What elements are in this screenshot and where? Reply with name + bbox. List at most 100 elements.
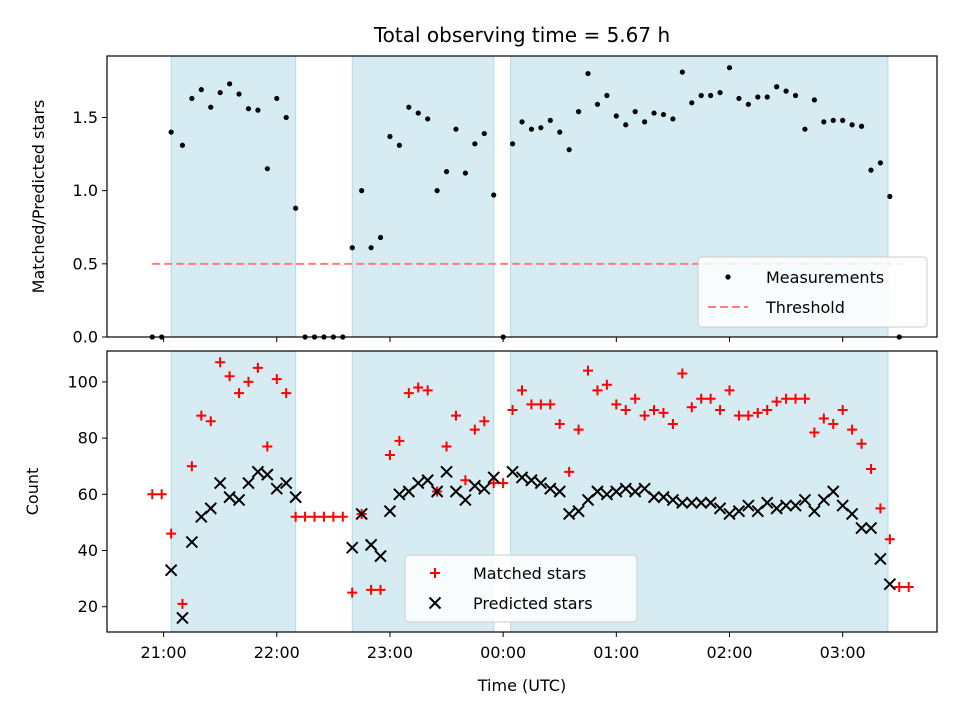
y-tick-label: 1.5 xyxy=(73,108,98,127)
measurement-point xyxy=(538,125,544,131)
measurement-point xyxy=(783,88,789,94)
matched-star-marker xyxy=(752,407,763,418)
measurement-point xyxy=(236,91,242,97)
matched-star-marker xyxy=(196,410,207,421)
matched-star-marker xyxy=(394,435,405,446)
y-tick-label: 60 xyxy=(78,485,98,504)
predicted-star-marker xyxy=(544,482,557,495)
x-tick-label: 22:00 xyxy=(254,643,300,662)
measurement-point xyxy=(708,92,714,99)
chart-title: Total observing time = 5.67 h xyxy=(373,23,670,47)
matched-star-marker xyxy=(818,413,829,424)
measurement-point xyxy=(877,160,884,166)
predicted-star-marker xyxy=(525,474,538,487)
predicted-star-marker xyxy=(459,493,472,507)
measurement-point xyxy=(660,111,667,118)
legend-label: Measurements xyxy=(766,268,884,287)
measurement-point xyxy=(528,126,535,132)
measurement-point xyxy=(774,84,780,90)
predicted-star-marker xyxy=(723,507,736,521)
predicted-star-marker xyxy=(628,485,642,498)
predicted-star-marker xyxy=(657,490,670,504)
matched-star-marker xyxy=(479,416,490,427)
matched-star-marker xyxy=(545,399,556,410)
predicted-star-marker xyxy=(732,504,746,518)
measurement-point xyxy=(811,97,817,103)
predicted-star-marker xyxy=(506,465,519,479)
predicted-star-marker xyxy=(364,538,378,552)
matched-star-marker xyxy=(639,410,650,421)
y-axis-label: Count xyxy=(23,468,42,516)
predicted-star-marker xyxy=(393,488,406,501)
legend-top: Measurements Threshold xyxy=(697,256,928,328)
matched-star-marker xyxy=(828,419,839,430)
matched-star-marker xyxy=(865,464,876,475)
measurement-point xyxy=(189,95,195,102)
measurement-point xyxy=(168,129,174,135)
measurement-point xyxy=(179,142,186,148)
predicted-star-marker xyxy=(562,507,576,521)
matched-star-marker xyxy=(328,511,339,522)
predicted-star-marker xyxy=(685,496,698,509)
observing-window-shade xyxy=(170,55,297,338)
predicted-star-marker xyxy=(713,502,727,515)
measurement-point xyxy=(274,95,280,102)
measurement-point xyxy=(764,94,770,100)
measurement-point xyxy=(425,116,431,122)
measurement-point xyxy=(547,117,553,123)
measurement-point xyxy=(208,104,214,110)
measurement-point xyxy=(604,92,610,99)
measurement-point xyxy=(670,116,676,122)
measurement-point xyxy=(858,123,865,129)
matched-star-marker xyxy=(205,416,216,427)
matched-star-marker xyxy=(366,584,377,595)
matched-star-marker xyxy=(799,393,810,404)
measurement-point xyxy=(623,122,629,128)
predicted-star-marker xyxy=(855,521,868,535)
predicted-star-marker xyxy=(798,493,812,507)
axes-frame xyxy=(106,55,938,338)
top-panel: 0.0 0.5 1.0 1.5 Matched/Predicted stars xyxy=(29,55,938,347)
x-axis-label: Time (UTC) xyxy=(477,676,566,695)
measurement-point xyxy=(849,122,855,128)
matched-star-marker xyxy=(300,511,311,522)
observing-window-shade xyxy=(170,350,297,633)
matched-star-marker xyxy=(337,511,348,522)
matched-star-marker xyxy=(705,393,716,404)
predicted-star-marker xyxy=(694,496,708,509)
matched-star-marker xyxy=(498,478,509,489)
matched-star-marker xyxy=(271,374,282,385)
measurement-point xyxy=(359,188,365,194)
legend-label: Matched stars xyxy=(473,564,586,583)
matched-star-marker xyxy=(620,405,631,416)
matched-star-marker xyxy=(611,399,622,410)
predicted-star-marker xyxy=(789,499,802,512)
matched-star-marker xyxy=(677,368,688,379)
predicted-star-marker xyxy=(534,476,548,490)
matched-star-marker xyxy=(762,405,773,416)
measurement-point xyxy=(462,170,469,176)
measurement-point xyxy=(821,119,827,125)
measurement-point xyxy=(415,110,421,116)
legend-box xyxy=(697,256,928,328)
predicted-star-marker xyxy=(289,490,302,504)
matched-star-marker xyxy=(894,582,905,593)
predicted-star-marker xyxy=(647,490,661,504)
matched-star-marker xyxy=(290,511,301,522)
predicted-star-marker xyxy=(845,507,859,521)
matched-star-marker xyxy=(517,385,527,396)
measurement-point xyxy=(689,100,695,106)
matched-star-marker xyxy=(413,382,424,393)
measurement-point xyxy=(566,147,572,153)
predicted-star-marker xyxy=(676,496,689,509)
matched-star-marker xyxy=(592,385,603,396)
y-tick-label: 20 xyxy=(78,597,98,616)
predicted-star-marker xyxy=(478,482,491,495)
measurement-point xyxy=(642,119,648,125)
predicted-star-marker xyxy=(383,504,397,518)
measurement-point xyxy=(434,188,440,194)
measurement-point xyxy=(557,129,563,135)
measurement-point xyxy=(368,245,374,251)
matched-star-marker xyxy=(318,511,329,522)
legend-matched-marker xyxy=(430,568,440,578)
